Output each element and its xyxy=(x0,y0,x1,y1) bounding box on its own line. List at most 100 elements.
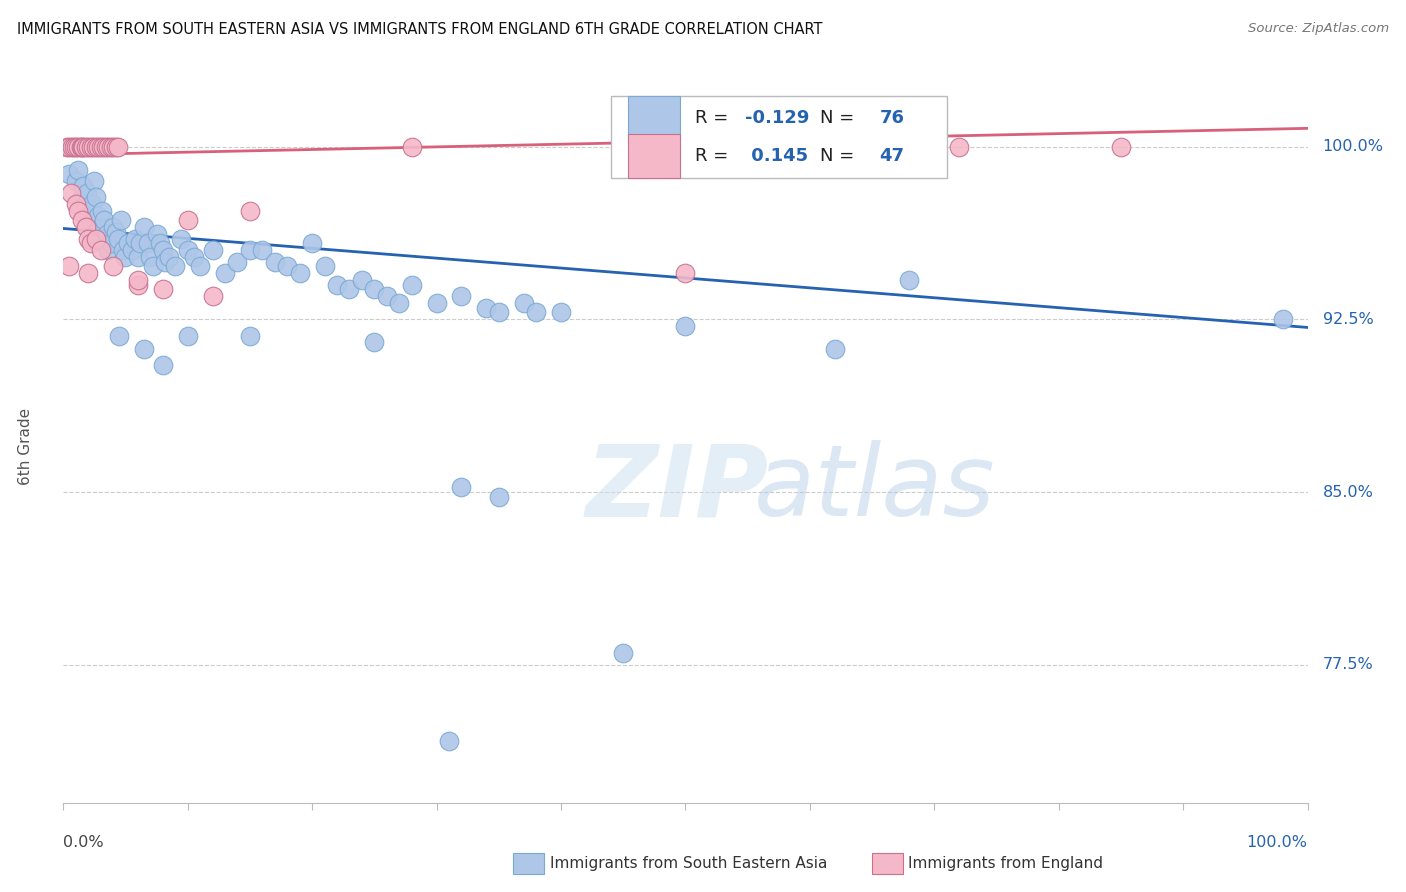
Point xyxy=(58,167,80,181)
Point xyxy=(56,140,79,154)
Point xyxy=(426,296,449,310)
Point xyxy=(263,255,285,269)
Point xyxy=(59,186,82,200)
Point xyxy=(512,296,534,310)
Point xyxy=(72,140,94,154)
Point xyxy=(475,301,498,315)
Point xyxy=(96,227,118,242)
Text: 47: 47 xyxy=(880,147,904,165)
Point xyxy=(177,244,200,258)
Text: R =: R = xyxy=(696,110,734,128)
Point xyxy=(63,140,86,154)
Point xyxy=(77,266,100,280)
Point xyxy=(550,305,572,319)
Point xyxy=(401,277,423,292)
Point xyxy=(149,236,172,251)
FancyBboxPatch shape xyxy=(610,96,946,178)
Point xyxy=(70,190,93,204)
Text: Source: ZipAtlas.com: Source: ZipAtlas.com xyxy=(1249,22,1389,36)
Point xyxy=(101,260,124,274)
Point xyxy=(70,213,93,227)
Point xyxy=(97,140,120,154)
Text: 100.0%: 100.0% xyxy=(1323,139,1384,154)
Point xyxy=(177,213,200,227)
Point xyxy=(77,232,100,246)
Text: N =: N = xyxy=(820,147,860,165)
Point xyxy=(375,289,398,303)
Point xyxy=(83,174,105,188)
Point xyxy=(107,232,129,246)
Text: Immigrants from England: Immigrants from England xyxy=(908,856,1104,871)
Point xyxy=(80,197,103,211)
Point xyxy=(87,209,110,223)
Point xyxy=(134,220,156,235)
Point xyxy=(450,289,472,303)
Point xyxy=(107,140,129,154)
Point xyxy=(91,232,114,246)
Point xyxy=(65,174,87,188)
Point xyxy=(276,260,298,274)
Point xyxy=(127,273,149,287)
Point xyxy=(90,140,112,154)
Point xyxy=(75,140,97,154)
Point xyxy=(134,343,156,357)
Point xyxy=(127,250,149,264)
Text: 0.145: 0.145 xyxy=(745,147,808,165)
Text: -0.129: -0.129 xyxy=(745,110,810,128)
Point xyxy=(70,140,93,154)
Text: 76: 76 xyxy=(880,110,904,128)
Point xyxy=(363,335,385,350)
Point xyxy=(67,140,90,154)
Point xyxy=(177,328,200,343)
Point xyxy=(226,255,249,269)
Point xyxy=(84,190,107,204)
Point xyxy=(824,343,846,357)
Point xyxy=(121,244,143,258)
Point xyxy=(60,140,83,154)
Text: 100.0%: 100.0% xyxy=(1247,835,1308,850)
Point xyxy=(77,140,100,154)
Point xyxy=(67,162,90,177)
Point xyxy=(157,250,180,264)
Point xyxy=(72,178,94,193)
Point xyxy=(948,140,970,154)
Point xyxy=(69,140,91,154)
Point xyxy=(155,255,177,269)
Point xyxy=(165,260,187,274)
Point xyxy=(100,236,122,251)
Point xyxy=(90,204,112,219)
Point xyxy=(104,140,127,154)
Point xyxy=(65,140,87,154)
Point xyxy=(139,250,162,264)
Point xyxy=(252,244,274,258)
Text: N =: N = xyxy=(820,110,860,128)
Point xyxy=(76,186,98,200)
Point xyxy=(675,266,697,280)
Point xyxy=(108,328,131,343)
Point xyxy=(183,250,205,264)
Point xyxy=(388,296,411,310)
Point xyxy=(101,140,124,154)
Point xyxy=(401,140,423,154)
Point xyxy=(91,140,114,154)
Point xyxy=(301,236,323,251)
Point xyxy=(350,273,373,287)
Point xyxy=(488,490,510,504)
Point xyxy=(84,140,107,154)
Point xyxy=(488,305,510,319)
Point xyxy=(101,220,124,235)
Point xyxy=(94,140,117,154)
Text: 0.0%: 0.0% xyxy=(63,835,104,850)
Point xyxy=(1109,140,1132,154)
Point xyxy=(326,277,349,292)
Point xyxy=(104,225,127,239)
Point xyxy=(214,266,236,280)
Point xyxy=(129,236,152,251)
Text: Immigrants from South Eastern Asia: Immigrants from South Eastern Asia xyxy=(550,856,827,871)
Point xyxy=(188,260,211,274)
Point xyxy=(152,244,174,258)
Point xyxy=(152,359,174,373)
Point xyxy=(314,260,336,274)
Point xyxy=(93,213,115,227)
Point xyxy=(239,204,262,219)
